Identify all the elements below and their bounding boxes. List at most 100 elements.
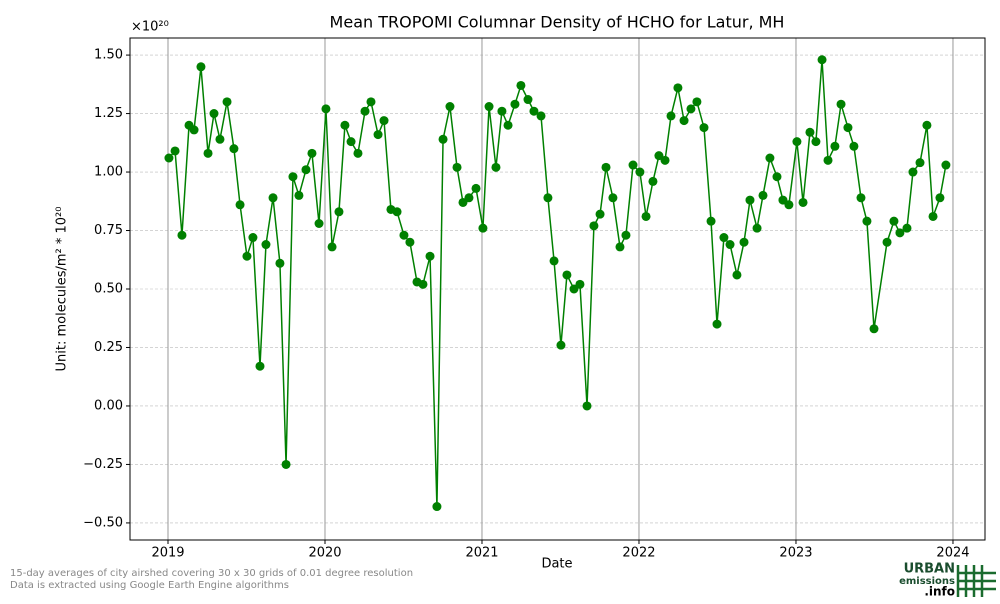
y-tick-label: 0.75 <box>94 223 123 238</box>
y-tick-label: −0.25 <box>83 457 123 472</box>
data-point <box>294 190 304 200</box>
y-tick-label: 0.00 <box>94 398 123 413</box>
data-point <box>222 97 232 107</box>
footnote: Data is extracted using Google Earth Eng… <box>10 580 289 591</box>
logo-text: emissions <box>899 576 955 587</box>
data-point <box>275 258 285 268</box>
data-point <box>543 193 553 203</box>
data-point <box>164 153 174 163</box>
data-point <box>321 104 331 114</box>
data-point <box>203 148 213 158</box>
data-point <box>621 230 631 240</box>
data-point <box>529 106 539 116</box>
data-point <box>830 141 840 151</box>
data-point <box>582 401 592 411</box>
logo-grid <box>956 565 996 597</box>
data-point <box>575 279 585 289</box>
data-point <box>556 340 566 350</box>
data-point <box>686 104 696 114</box>
data-point <box>784 200 794 210</box>
data-point <box>849 141 859 151</box>
data-point <box>281 459 291 469</box>
data-point <box>719 233 729 243</box>
y-tick-label: 0.50 <box>94 282 123 297</box>
data-point <box>235 200 245 210</box>
data-point <box>340 120 350 130</box>
data-point <box>635 167 645 177</box>
data-point <box>922 120 932 130</box>
data-line <box>168 59 947 507</box>
x-tick-label: 2021 <box>465 546 498 561</box>
data-point <box>215 134 225 144</box>
data-point <box>679 116 689 126</box>
data-point <box>503 120 513 130</box>
data-point <box>758 190 768 200</box>
y-offset-label: ×10²⁰ <box>131 20 169 35</box>
data-point <box>792 137 802 147</box>
data-point <box>464 193 474 203</box>
data-point <box>373 130 383 140</box>
x-tick-label: 2022 <box>622 546 655 561</box>
data-point <box>510 99 520 109</box>
data-point <box>471 183 481 193</box>
data-point <box>334 207 344 217</box>
data-point <box>805 127 815 137</box>
x-tick-label: 2020 <box>308 546 341 561</box>
data-point <box>745 195 755 205</box>
data-point <box>418 279 428 289</box>
data-point <box>399 230 409 240</box>
data-point <box>869 324 879 334</box>
data-point <box>327 242 337 252</box>
data-point <box>425 251 435 261</box>
data-point <box>928 211 938 221</box>
logo-text: .info <box>924 585 955 599</box>
data-point <box>915 158 925 168</box>
footnote: 15-day averages of city airshed covering… <box>10 568 413 579</box>
data-point <box>823 155 833 165</box>
data-point <box>706 216 716 226</box>
data-point <box>935 193 945 203</box>
data-point <box>628 160 638 170</box>
data-point <box>889 216 899 226</box>
data-point <box>641 211 651 221</box>
data-point <box>445 102 455 112</box>
data-point <box>549 256 559 266</box>
data-point <box>615 242 625 252</box>
data-point <box>523 95 533 105</box>
data-point <box>882 237 892 247</box>
y-tick-label: 1.25 <box>94 106 123 121</box>
data-point <box>360 106 370 116</box>
data-point <box>673 83 683 93</box>
data-point <box>261 240 271 250</box>
data-point <box>301 165 311 175</box>
data-point <box>908 167 918 177</box>
data-point <box>752 223 762 233</box>
data-point <box>601 162 611 172</box>
chart-title: Mean TROPOMI Columnar Density of HCHO fo… <box>330 13 785 32</box>
x-tick-label: 2023 <box>779 546 812 561</box>
data-point <box>392 207 402 217</box>
data-point <box>608 193 618 203</box>
data-point <box>732 270 742 280</box>
data-point <box>353 148 363 158</box>
data-point <box>491 162 501 172</box>
y-tick-label: 1.00 <box>94 165 123 180</box>
data-point <box>692 97 702 107</box>
data-point <box>497 106 507 116</box>
data-point <box>811 137 821 147</box>
y-tick-label: 1.50 <box>94 48 123 63</box>
plot-frame <box>129 37 986 541</box>
x-tick-label: 2024 <box>936 546 969 561</box>
data-point <box>242 251 252 261</box>
data-point <box>379 116 389 126</box>
data-point <box>589 221 599 231</box>
logo: URBAN emissions .info <box>899 562 996 599</box>
data-point <box>478 223 488 233</box>
data-point <box>654 151 664 161</box>
data-point <box>712 319 722 329</box>
data-point <box>595 209 605 219</box>
data-point <box>772 172 782 182</box>
data-point <box>314 219 324 229</box>
data-point <box>255 361 265 371</box>
